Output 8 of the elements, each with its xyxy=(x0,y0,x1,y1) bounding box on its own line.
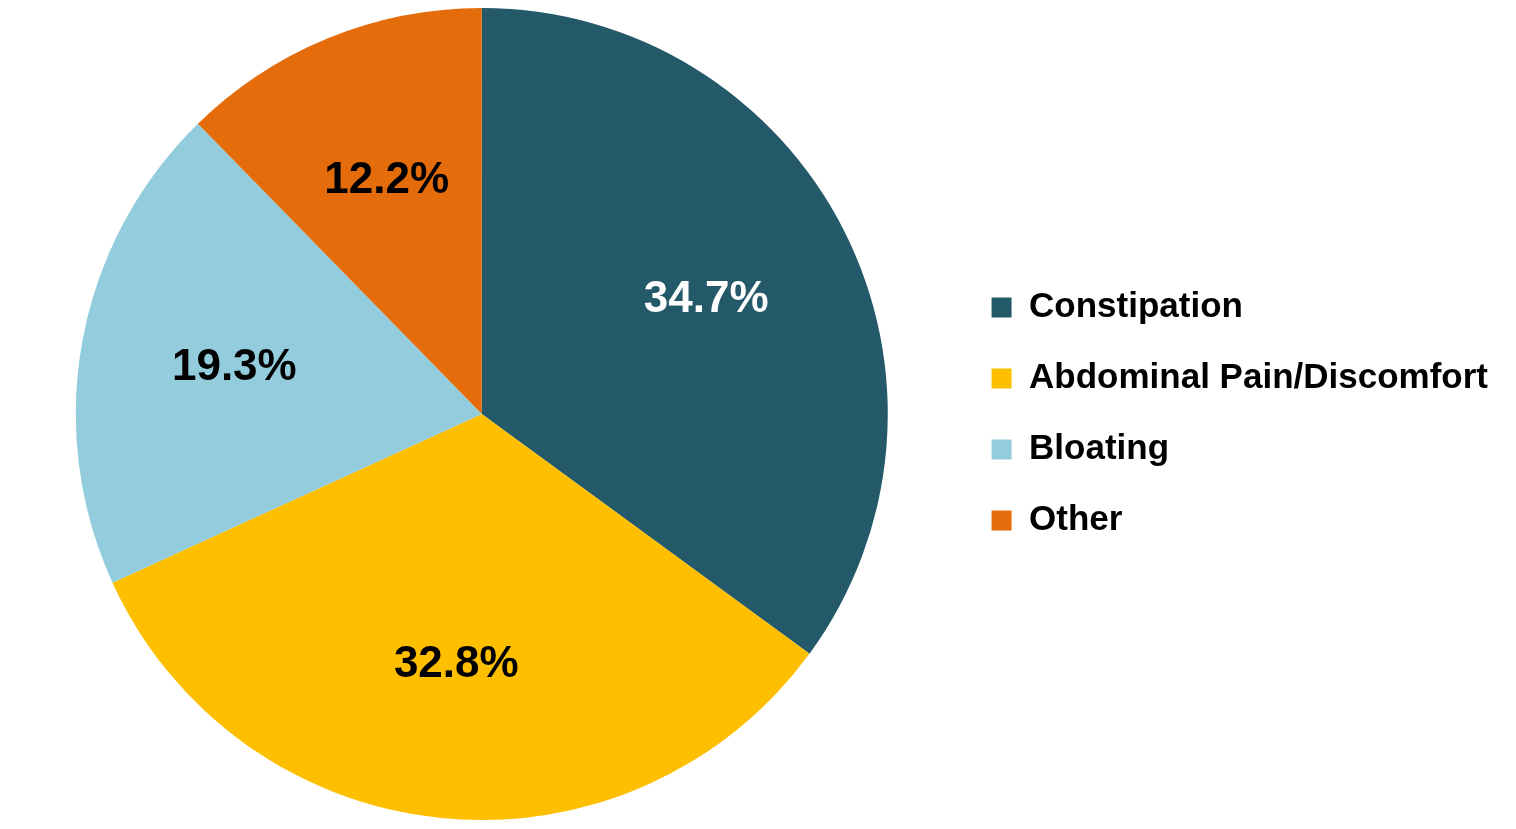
legend-label: Bloating xyxy=(1029,427,1170,467)
data-label: 32.8% xyxy=(393,636,519,686)
data-label: 34.7% xyxy=(643,272,769,322)
data-label: 19.3% xyxy=(171,340,297,390)
data-label: 12.2% xyxy=(324,153,450,203)
legend-label: Abdominal Pain/Discomfort xyxy=(1029,356,1489,396)
legend-label: Other xyxy=(1029,498,1123,538)
legend-label: Constipation xyxy=(1029,285,1243,325)
